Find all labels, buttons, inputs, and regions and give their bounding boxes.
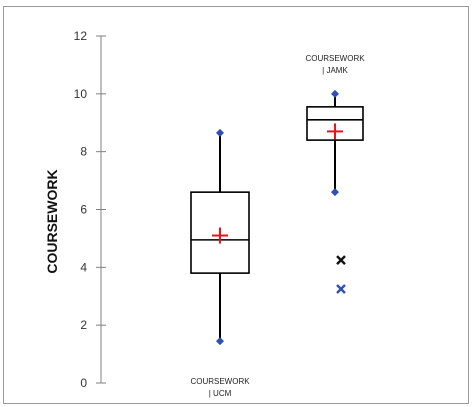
min-marker	[331, 188, 339, 197]
y-tick-label: 2	[80, 318, 87, 332]
y-tick-label: 8	[80, 145, 87, 159]
box-series-1: COURSEWORK | UCM	[190, 128, 250, 398]
outlier-stroke-b	[336, 255, 346, 265]
max-marker	[216, 128, 224, 137]
max-marker	[331, 89, 339, 98]
chart-frame: 0 2 4 6 8 10 12 COURSEWORK COURSEWORK | UCM COUR…	[3, 6, 469, 404]
outlier-stroke-b	[336, 284, 346, 294]
y-axis: 0 2 4 6 8 10 12	[74, 29, 106, 390]
series-label-line: COURSEWORK	[190, 377, 250, 386]
mean-marker	[327, 123, 343, 140]
box-series-group: COURSEWORK | UCM COURSEWORK | JAMK	[190, 54, 365, 398]
outlier-marker	[336, 284, 346, 294]
y-tick-label: 10	[74, 87, 88, 101]
series-label-line: | UCM	[209, 389, 232, 398]
min-marker	[216, 337, 224, 346]
y-tick-label: 12	[74, 29, 88, 43]
box-series-2: COURSEWORK | JAMK	[305, 54, 365, 294]
y-tick-label: 0	[80, 376, 87, 390]
y-tick-label: 6	[80, 203, 87, 217]
series-label-line: | JAMK	[322, 66, 348, 75]
mean-marker	[212, 227, 228, 244]
y-tick-label: 4	[80, 260, 87, 274]
outlier-marker	[336, 255, 346, 265]
y-axis-title: COURSEWORK	[44, 169, 60, 273]
series-label-line: COURSEWORK	[305, 54, 365, 63]
